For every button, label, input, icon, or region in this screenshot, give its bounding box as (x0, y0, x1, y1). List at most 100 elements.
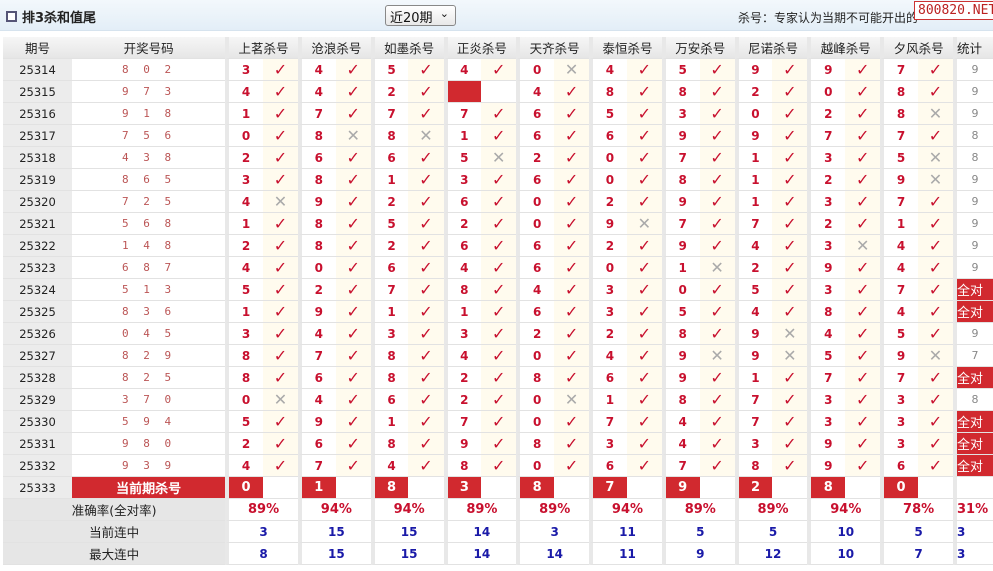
kill-number: 8 (661, 389, 700, 411)
kill-number: 3 (807, 235, 846, 257)
cross-icon: ✕ (928, 346, 943, 365)
period-select[interactable]: 近20期 ⌄ (385, 5, 456, 26)
check-icon: ✓ (710, 170, 724, 189)
result-cell: ✓ (845, 367, 881, 389)
result-cell: ✓ (335, 213, 371, 235)
kill-number: 5 (370, 213, 409, 235)
result-cell: ✓ (845, 191, 881, 213)
result-cell: ✓ (626, 411, 662, 433)
check-icon: ✓ (492, 412, 506, 431)
issue-cell: 25332 (3, 455, 72, 477)
check-icon: ✓ (564, 148, 579, 167)
result-cell: ✓ (772, 455, 808, 477)
check-icon: ✓ (273, 280, 288, 299)
kill-number: 4 (589, 59, 627, 81)
result-cell: ✓ (699, 213, 735, 235)
result-cell: ✓ (262, 323, 298, 345)
result-cell: ✓ (699, 147, 735, 169)
result-cell: ✓ (626, 169, 662, 191)
kill-number: 0 (516, 191, 554, 213)
check-icon: ✓ (564, 280, 579, 299)
check-icon: ✓ (928, 60, 943, 79)
check-icon: ✓ (855, 170, 870, 189)
stat-cell: 全对 (952, 433, 993, 455)
summary-value: 31% (952, 499, 993, 521)
cross-icon: ✕ (419, 126, 433, 145)
check-icon: ✓ (273, 60, 288, 79)
kill-number: 6 (589, 455, 627, 477)
check-icon: ✓ (637, 192, 651, 211)
result-cell: ✓ (917, 411, 953, 433)
result-cell: ✓ (262, 455, 298, 477)
issue-cell: 25325 (3, 301, 72, 323)
current-kill-number: 2 (734, 477, 773, 499)
result-cell: ✓ (772, 389, 808, 411)
kill-number: 8 (807, 301, 846, 323)
result-cell: ✓ (699, 59, 735, 81)
result-cell: ✓ (481, 345, 517, 367)
result-cell: ✓ (699, 455, 735, 477)
summary-label: 准确率(全对率) (3, 499, 226, 521)
kill-number: 7 (880, 191, 918, 213)
check-icon: ✓ (273, 412, 288, 431)
kill-number: 6 (443, 235, 482, 257)
stat-cell: 9 (952, 59, 993, 81)
kill-number: 6 (516, 125, 554, 147)
kill-number: 8 (443, 455, 482, 477)
kill-number: 0 (225, 125, 263, 147)
result-cell: ✓ (626, 147, 662, 169)
result-cell: ✓ (845, 103, 881, 125)
col-stat: 统计 (952, 37, 993, 59)
summary-value: 5 (880, 521, 953, 543)
result-cell: ✓ (917, 301, 953, 323)
cross-icon: ✕ (492, 148, 506, 167)
kill-number: 9 (734, 59, 773, 81)
kill-number: 7 (880, 367, 918, 389)
kill-number: 5 (225, 411, 263, 433)
kill-number: 1 (443, 125, 482, 147)
kill-number: 3 (443, 169, 482, 191)
kill-number: 2 (734, 257, 773, 279)
result-cell: ✓ (481, 103, 517, 125)
check-icon: ✓ (419, 192, 433, 211)
current-kill-number: 8 (370, 477, 409, 499)
kill-number: 2 (516, 323, 554, 345)
check-icon: ✓ (419, 214, 433, 233)
draw-number: 8 3 6 (71, 301, 226, 323)
result-cell: ✓ (262, 411, 298, 433)
check-icon: ✓ (273, 258, 288, 277)
kill-number: 7 (370, 279, 409, 301)
kill-number: 4 (370, 455, 409, 477)
title-text: 排3杀和值尾 (22, 11, 97, 26)
kill-number: 8 (370, 125, 409, 147)
result-cell: ✓ (335, 345, 371, 367)
check-icon: ✓ (783, 170, 797, 189)
table-row: 25329 3 7 0 0 ✕ 4 ✓ 6 ✓ 2 ✓ 0 ✕ 1 ✓ 8 ✓ 7 ✓ 3 ✓ 3 ✓ 8 (3, 389, 993, 411)
result-cell: ✕ (699, 257, 735, 279)
issue-cell: 25330 (3, 411, 72, 433)
kill-number: 7 (734, 411, 773, 433)
result-cell: ✓ (772, 367, 808, 389)
kill-number: 7 (734, 213, 773, 235)
result-cell: ✓ (262, 169, 298, 191)
stat-cell: 全对 (952, 411, 993, 433)
summary-value: 10 (807, 521, 881, 543)
result-cell: ✕ (262, 389, 298, 411)
kill-number: 8 (661, 81, 700, 103)
kill-number: 9 (661, 345, 700, 367)
check-icon: ✓ (419, 324, 433, 343)
check-icon: ✓ (346, 170, 360, 189)
blank-cell (699, 477, 735, 499)
result-cell: ✓ (772, 125, 808, 147)
draw-number: 9 8 0 (71, 433, 226, 455)
result-cell: ✕ (262, 191, 298, 213)
kill-number: 0 (516, 389, 554, 411)
kill-number: 4 (589, 345, 627, 367)
result-cell: ✓ (408, 433, 444, 455)
table-row: 25323 6 8 7 4 ✓ 0 ✓ 6 ✓ 4 ✓ 6 ✓ 0 ✓ 1 ✕ 2 ✓ 9 ✓ 4 ✓ 9 (3, 257, 993, 279)
result-cell: ✓ (699, 389, 735, 411)
check-icon: ✓ (346, 104, 360, 123)
result-cell: ✕ (845, 235, 881, 257)
kill-number-missing (443, 81, 482, 103)
check-icon: ✓ (492, 390, 506, 409)
